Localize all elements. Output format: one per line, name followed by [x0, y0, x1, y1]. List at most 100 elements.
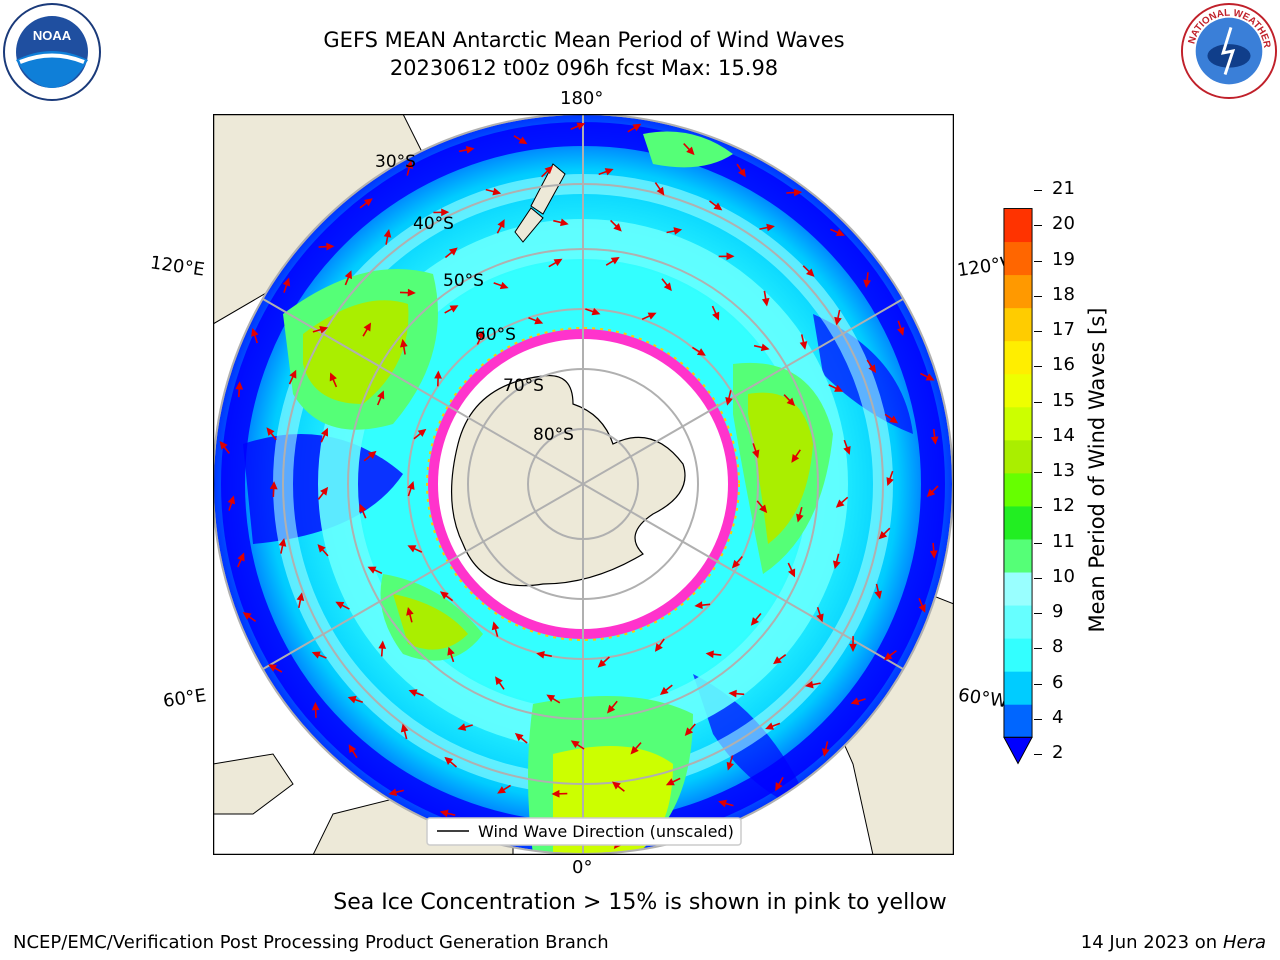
wave-direction-arrowhead	[289, 369, 297, 379]
wave-direction-arrowhead	[282, 277, 291, 287]
wave-direction-arrowhead	[750, 617, 760, 626]
wave-direction-arrowhead	[377, 390, 385, 400]
wave-direction-arrowhead	[219, 440, 228, 450]
wave-direction-arrowhead	[242, 612, 252, 620]
wave-direction-arrowhead	[407, 545, 417, 553]
wave-direction-arrowhead	[930, 436, 939, 445]
wave-direction-arrowhead	[835, 228, 845, 237]
wave-direction-arrowhead	[726, 761, 734, 771]
wave-direction-arrowhead	[311, 702, 320, 711]
wave-direction-arrowhead	[786, 397, 796, 407]
wave-direction-arrowhead	[407, 481, 415, 490]
footer-date: 14 Jun 2023 on Hera	[1081, 932, 1266, 953]
wave-direction-arrowhead	[663, 282, 672, 292]
wave-direction-arrowhead	[495, 676, 503, 686]
legend-label: Wind Wave Direction (unscaled)	[478, 822, 734, 841]
wave-direction-arrowhead	[499, 281, 509, 290]
wave-direction-arrowhead	[897, 327, 905, 336]
wave-direction-arrowhead	[718, 799, 727, 808]
wave-direction-arrowhead	[518, 136, 528, 145]
wave-direction-arrowhead	[347, 695, 357, 704]
wave-direction-arrowhead	[726, 252, 735, 261]
wave-direction-arrowhead	[597, 659, 607, 668]
wave-direction-arrowhead	[925, 373, 935, 381]
wave-direction-arrowhead	[834, 384, 844, 392]
wave-direction-arrowhead	[296, 592, 305, 602]
wave-direction-arrowhead	[610, 256, 620, 265]
wave-direction-arrowhead	[546, 694, 556, 703]
wave-direction-arrowhead	[570, 740, 580, 748]
wave-direction-arrowhead	[444, 756, 454, 765]
wave-direction-arrowhead	[417, 428, 427, 437]
footer-date-text: 14 Jun 2023 on	[1080, 932, 1218, 953]
wave-direction-arrowhead	[560, 218, 569, 227]
wave-direction-arrowhead	[514, 732, 524, 742]
wave-direction-arrowhead	[918, 603, 926, 613]
chart-title: GEFS MEAN Antarctic Mean Period of Wind …	[323, 28, 845, 52]
sea-ice-note: Sea Ice Concentration > 15% is shown in …	[333, 890, 947, 915]
colorbar-segment	[1003, 439, 1033, 474]
wave-direction-arrowhead	[492, 187, 502, 196]
wave-direction-arrowhead	[821, 748, 830, 757]
wave-direction-arrowhead	[878, 531, 888, 540]
nws-logo: NATIONAL WEATHER SERVICE	[1180, 2, 1278, 100]
colorbar-segment	[1003, 539, 1033, 573]
colorbar-segment	[1003, 704, 1033, 738]
wave-direction-arrowhead	[434, 370, 442, 379]
wave-direction-arrowhead	[278, 538, 287, 547]
wave-direction-arrowhead	[849, 643, 857, 652]
wave-direction-arrowhead	[863, 279, 871, 289]
wave-direction-arrowhead	[665, 778, 675, 786]
wave-direction-arrowhead	[378, 640, 387, 649]
map-legend: Wind Wave Direction (unscaled)	[426, 817, 742, 846]
wave-direction-arrowhead	[457, 723, 467, 731]
wave-direction-arrowhead	[317, 544, 326, 553]
wave-direction-arrowhead	[752, 449, 760, 459]
wave-direction-arrowhead	[329, 372, 337, 382]
colorbar-segment	[1003, 671, 1033, 705]
wave-direction-arrowhead	[834, 316, 842, 326]
lon-label-0: 0°	[572, 857, 593, 878]
wave-direction-arrowhead	[773, 656, 782, 665]
wave-direction-arrowhead	[760, 343, 770, 352]
wave-direction-arrowhead	[536, 650, 545, 659]
wave-direction-arrowhead	[544, 165, 554, 175]
wave-direction-arrowhead	[320, 486, 329, 496]
wave-direction-arrowhead	[759, 504, 768, 514]
wave-direction-arrowhead	[613, 223, 622, 232]
colorbar-label: Mean Period of Wind Waves [s]	[1085, 307, 1109, 633]
wave-direction-arrowhead	[326, 242, 335, 251]
wave-direction-arrowhead	[832, 560, 841, 570]
wave-direction-arrowhead	[363, 198, 373, 207]
wave-direction-arrowhead	[775, 782, 783, 792]
footer-credit: NCEP/EMC/Verification Post Processing Pr…	[13, 932, 609, 953]
footer-machine: Hera	[1222, 932, 1266, 953]
colorbar-segment	[1003, 605, 1033, 639]
wave-direction-arrowhead	[765, 722, 774, 730]
wave-direction-arrowhead	[439, 809, 449, 818]
wave-direction-arrowhead	[654, 643, 663, 652]
wave-direction-arrowhead	[441, 208, 450, 217]
wave-direction-arrowhead	[534, 316, 544, 325]
wave-direction-arrowhead	[630, 745, 639, 755]
wave-direction-arrowhead	[868, 364, 877, 374]
lat-label-30s: 30°S	[375, 152, 416, 172]
wave-direction-arrowhead	[883, 652, 893, 661]
svg-text:NOAA: NOAA	[33, 28, 72, 43]
lon-label-120e: 120°E	[148, 252, 206, 281]
wave-direction-arrowhead	[659, 686, 669, 695]
wave-direction-arrowhead	[359, 503, 367, 513]
wave-direction-arrowhead	[319, 325, 329, 334]
wave-direction-arrowhead	[874, 590, 882, 600]
wave-direction-arrowhead	[761, 297, 770, 307]
wave-direction-arrowhead	[712, 311, 720, 321]
wave-direction-arrowhead	[266, 427, 275, 436]
colorbar-segment	[1003, 373, 1033, 408]
wave-direction-arrowhead	[235, 381, 244, 390]
wave-direction-arrowhead	[551, 789, 560, 798]
wave-direction-arrowhead	[799, 341, 808, 350]
colorbar-segment	[1003, 505, 1033, 540]
colorbar-segment	[1003, 208, 1033, 243]
wave-direction-arrowhead	[400, 723, 409, 733]
wave-direction-arrowhead	[363, 322, 372, 332]
